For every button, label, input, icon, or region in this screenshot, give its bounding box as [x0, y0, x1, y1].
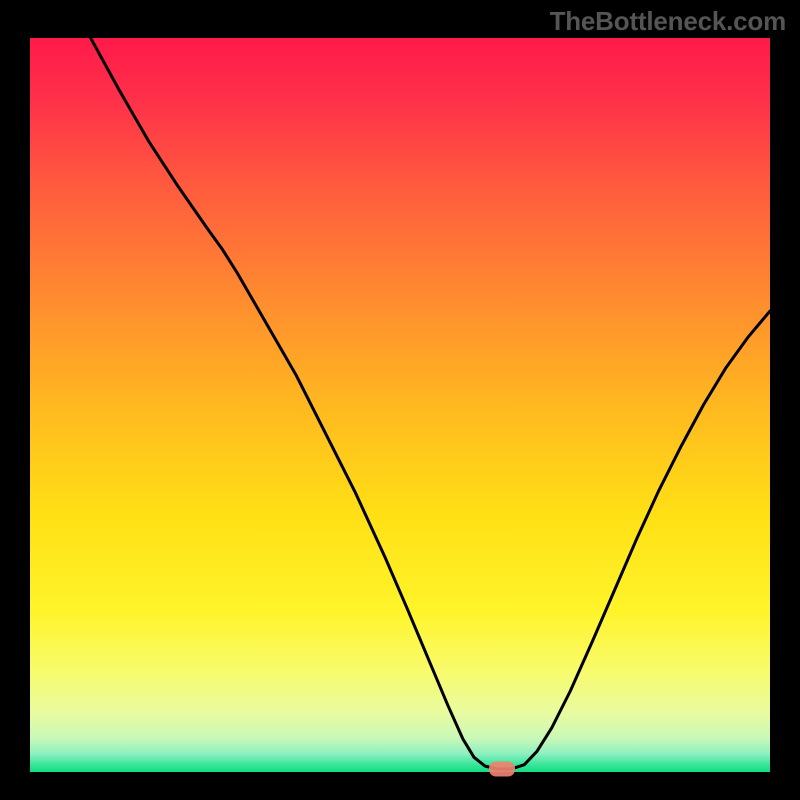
- optimum-marker: [489, 762, 515, 777]
- chart-frame: TheBottleneck.com: [0, 0, 800, 800]
- curve-path: [91, 38, 770, 769]
- bottleneck-curve: [30, 38, 770, 772]
- watermark-text: TheBottleneck.com: [550, 6, 786, 37]
- plot-area: [30, 38, 770, 772]
